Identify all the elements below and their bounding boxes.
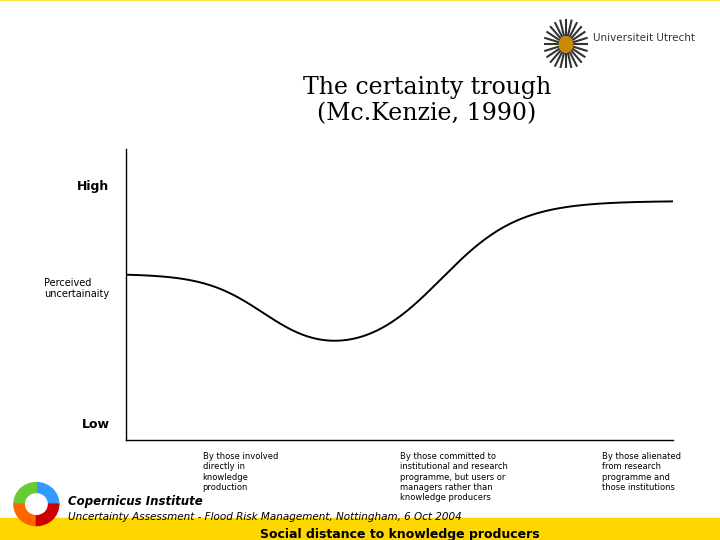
Text: Social distance to knowledge producers: Social distance to knowledge producers <box>260 528 539 540</box>
Wedge shape <box>14 483 36 504</box>
Text: By those committed to
institutional and research
programme, but users or
manager: By those committed to institutional and … <box>400 452 508 502</box>
Text: Copernicus Institute: Copernicus Institute <box>68 495 203 508</box>
Wedge shape <box>36 483 59 504</box>
Text: By those involved
directly in
knowledge
production: By those involved directly in knowledge … <box>202 452 278 492</box>
Text: Perceived
uncertainaity: Perceived uncertainaity <box>45 278 109 299</box>
Text: By those alienated
from research
programme and
those institutions: By those alienated from research program… <box>602 452 681 492</box>
Text: Uncertainty Assessment - Flood Risk Management, Nottingham, 6 Oct 2004: Uncertainty Assessment - Flood Risk Mana… <box>68 512 462 522</box>
Circle shape <box>559 37 572 52</box>
Wedge shape <box>14 504 36 525</box>
Text: High: High <box>77 180 109 193</box>
Text: The certainty trough
(Mc.Kenzie, 1990): The certainty trough (Mc.Kenzie, 1990) <box>303 76 551 125</box>
Text: Low: Low <box>81 417 109 430</box>
Wedge shape <box>36 504 59 525</box>
Text: Universiteit Utrecht: Universiteit Utrecht <box>593 33 695 43</box>
